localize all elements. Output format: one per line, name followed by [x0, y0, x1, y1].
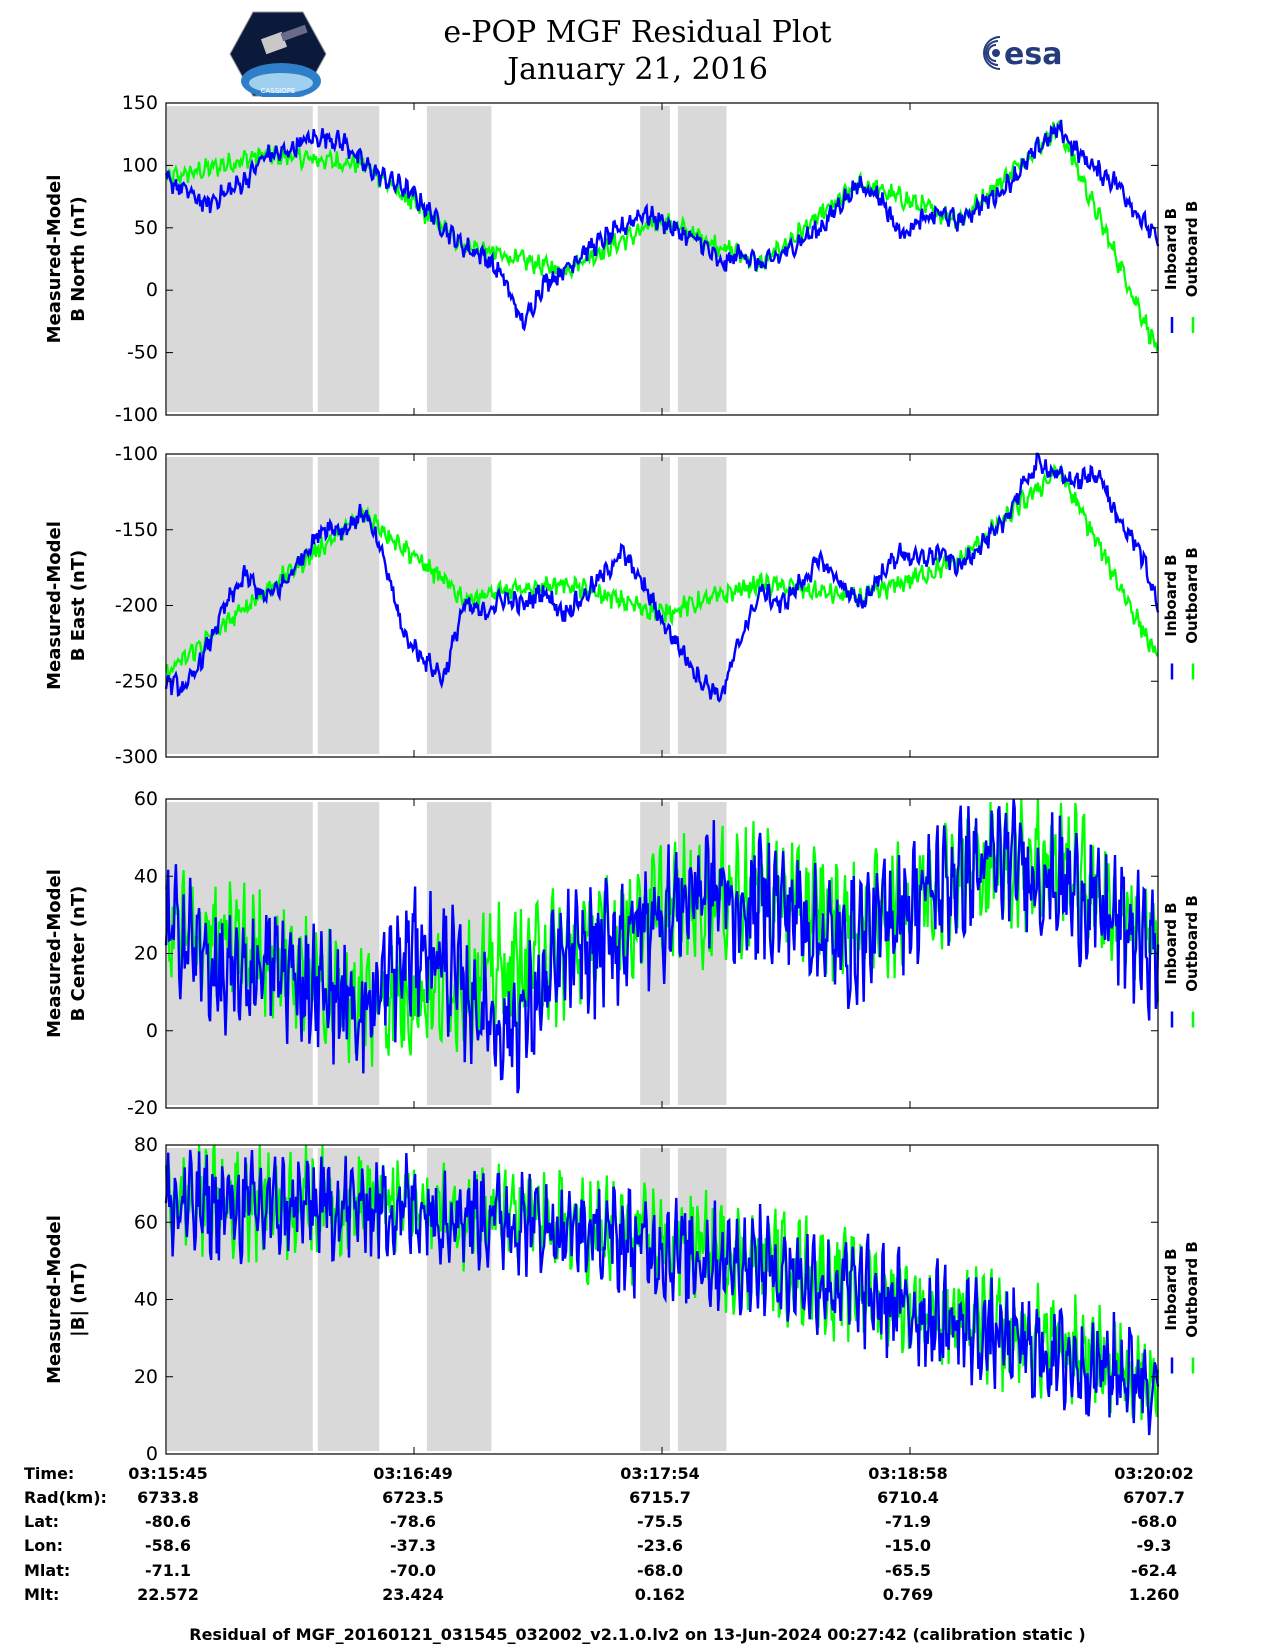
- panel-3: 60 40 20 0 -20 Measured-Model B Center (nT) Inb…: [44, 788, 1201, 1119]
- y-tick-label: 40: [134, 865, 158, 887]
- y-tick-label: -150: [115, 519, 158, 541]
- info-mlt: 0.162: [634, 1585, 686, 1604]
- esa-logo-text: esa: [1004, 37, 1062, 72]
- y-axis-label: Measured-Model: [44, 869, 65, 1038]
- legend-entry: Inboard B: [1162, 1248, 1180, 1330]
- info-lat: -68.0: [1130, 1512, 1178, 1531]
- y-tick-label: 20: [134, 1366, 158, 1388]
- info-lat: -71.9: [884, 1512, 932, 1531]
- info-mlat: -70.0: [389, 1561, 437, 1580]
- shaded-interval: [426, 106, 492, 412]
- y-tick-label: 150: [122, 92, 158, 114]
- y-axis-label: |B| (nT): [68, 1262, 89, 1337]
- series-inboard: [164, 452, 1160, 703]
- info-time: 03:20:02: [1114, 1464, 1194, 1483]
- y-tick-label: -20: [127, 1097, 158, 1119]
- info-lon: -23.6: [636, 1536, 684, 1555]
- series-outboard: [164, 463, 1159, 678]
- title-line-1: e-POP MGF Residual Plot: [443, 15, 832, 50]
- info-rad: 6723.5: [382, 1488, 444, 1507]
- info-rad: 6707.7: [1123, 1488, 1185, 1507]
- info-rad: 6733.8: [137, 1488, 199, 1507]
- title-line-2: January 21, 2016: [507, 52, 768, 87]
- legend-entry: Outboard B: [1183, 1241, 1201, 1338]
- info-lat: -75.5: [636, 1512, 684, 1531]
- info-label-mlt: Mlt:: [24, 1585, 60, 1604]
- info-mlt: 0.769: [882, 1585, 934, 1604]
- info-mlt: 22.572: [137, 1585, 199, 1604]
- y-tick-label: -100: [115, 404, 158, 426]
- info-lon: -15.0: [884, 1536, 932, 1555]
- series-outboard: [165, 120, 1160, 354]
- y-tick-label: 20: [134, 943, 158, 965]
- footer-caption: Residual of MGF_20160121_031545_032002_v…: [189, 1625, 1086, 1644]
- info-lon: -58.6: [144, 1536, 192, 1555]
- info-label-mlat: Mlat:: [24, 1561, 71, 1580]
- info-time: 03:18:58: [868, 1464, 948, 1483]
- info-rad: 6710.4: [877, 1488, 939, 1507]
- y-tick-label: -200: [115, 595, 158, 617]
- legend-entry: Outboard B: [1183, 895, 1201, 992]
- legend-entry: Inboard B: [1162, 208, 1180, 290]
- info-mlat: -68.0: [636, 1561, 684, 1580]
- shaded-interval: [426, 457, 492, 754]
- y-tick-label: -100: [115, 443, 158, 465]
- info-time: 03:16:49: [373, 1464, 453, 1483]
- series-inboard: [164, 119, 1160, 332]
- y-axis-label: B East (nT): [68, 550, 89, 662]
- orbit-info-table: Time: Rad(km): Lat: Lon: Mlat: Mlt: 03:1…: [0, 1464, 1275, 1614]
- shaded-interval: [677, 106, 727, 412]
- legend-entry: Outboard B: [1183, 201, 1201, 298]
- series-inboard: [164, 798, 1160, 1094]
- info-label-lat: Lat:: [24, 1512, 60, 1531]
- info-mlt: 1.260: [1128, 1585, 1180, 1604]
- y-tick-label: 50: [134, 217, 158, 239]
- shaded-interval: [317, 457, 380, 754]
- info-label-lon: Lon:: [24, 1536, 63, 1555]
- info-mlat: -62.4: [1130, 1561, 1178, 1580]
- info-label-time: Time:: [24, 1464, 75, 1483]
- y-tick-label: 60: [134, 1211, 158, 1233]
- chart-title: e-POP MGF Residual Plot January 21, 2016: [0, 14, 1275, 88]
- y-tick-label: -50: [127, 342, 158, 364]
- info-mlt: 23.424: [382, 1585, 444, 1604]
- info-label-rad: Rad(km):: [24, 1488, 107, 1507]
- panel-4: 80 60 40 20 0 Measured-Model |B| (nT) Inboard B…: [44, 1134, 1201, 1465]
- y-tick-label: -300: [115, 746, 158, 768]
- cassiope-logo: CASSIOPE: [229, 11, 327, 97]
- y-tick-label: 0: [146, 1443, 158, 1465]
- info-time: 03:17:54: [620, 1464, 700, 1483]
- info-rad: 6715.7: [629, 1488, 691, 1507]
- info-mlat: -71.1: [144, 1561, 192, 1580]
- legend-entry: Inboard B: [1162, 902, 1180, 984]
- legend-entry: Outboard B: [1183, 547, 1201, 644]
- cassiope-logo-text: CASSIOPE: [261, 87, 296, 95]
- y-axis-label: Measured-Model: [44, 1215, 65, 1384]
- panel-2: -100 -150 -200 -250 -300 Measured-Model B East…: [44, 443, 1201, 768]
- info-lat: -78.6: [389, 1512, 437, 1531]
- y-axis-label: Measured-Model: [44, 175, 65, 344]
- info-lon: -9.3: [1136, 1536, 1172, 1555]
- y-tick-label: 80: [134, 1134, 158, 1156]
- info-lat: -80.6: [144, 1512, 192, 1531]
- esa-logo: esa: [983, 36, 1062, 72]
- shaded-interval: [640, 106, 670, 412]
- y-axis-label: B Center (nT): [68, 886, 89, 1022]
- info-time: 03:15:45: [128, 1464, 208, 1483]
- legend-entry: Inboard B: [1162, 554, 1180, 636]
- y-tick-label: -250: [115, 670, 158, 692]
- panel-1: 150 100 50 0 -50 -100 Measured-Model B North (n…: [44, 92, 1201, 426]
- y-tick-label: 0: [146, 279, 158, 301]
- y-axis-label: Measured-Model: [44, 521, 65, 690]
- y-axis-label: B North (nT): [68, 196, 89, 322]
- y-tick-label: 40: [134, 1289, 158, 1311]
- y-tick-label: 0: [146, 1020, 158, 1042]
- y-tick-label: 60: [134, 788, 158, 810]
- info-lon: -37.3: [389, 1536, 437, 1555]
- y-tick-label: 100: [122, 154, 158, 176]
- series-inboard: [164, 1149, 1160, 1436]
- info-mlat: -65.5: [884, 1561, 932, 1580]
